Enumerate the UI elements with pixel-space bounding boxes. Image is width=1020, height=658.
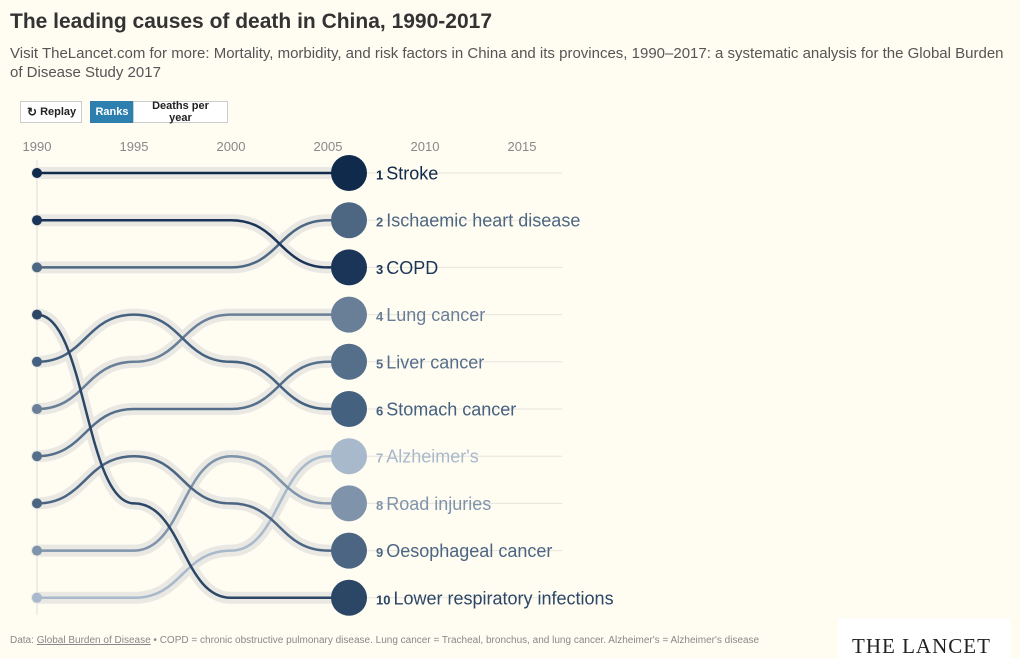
series-rank-number: 3 [376,262,383,277]
series-label: 10 Lower respiratory infections [376,588,614,608]
series-rank-number: 9 [376,545,383,560]
series-name: Ischaemic heart disease [386,211,580,231]
series-name: Stomach cancer [386,400,516,420]
series-end-point [331,485,367,522]
series-end-point [331,579,367,616]
series-name: Lower respiratory infections [393,588,613,608]
series-name: Alzheimer's [386,447,478,467]
series-name: Stroke [386,164,438,184]
series-label: 6 Stomach cancer [376,400,516,420]
series-label: 1 Stroke [376,164,438,184]
series-start-point [32,545,42,556]
series-start-point [32,215,42,226]
series-end-point [331,155,367,191]
series-line [35,454,343,552]
series-line [35,313,343,411]
x-tick-label: 1995 [120,139,149,154]
series-end-point [331,296,367,333]
series-start-point [32,309,42,320]
series-start-point [32,498,42,509]
x-tick-label: 2005 [314,139,343,154]
x-tick-label: 1990 [23,139,52,154]
ranks-toggle-button[interactable]: Ranks [90,101,134,123]
replay-icon: ↻ [27,105,38,119]
series-line [35,313,343,600]
footer-note: Data: Global Burden of Disease • COPD = … [10,635,759,646]
series-name: Road injuries [386,494,491,514]
series-label: 9 Oesophageal cancer [376,541,552,561]
series-name: Oesophageal cancer [386,541,552,561]
series-end-point [331,391,367,427]
series-end-point [331,343,367,380]
replay-button[interactable]: ↻ Replay [20,101,82,123]
footer-data-prefix: Data: [10,635,37,646]
source-link[interactable]: Global Burden of Disease [36,635,151,646]
series-rank-number: 6 [376,404,383,419]
series-rank-number: 10 [376,592,390,607]
series-line [35,313,343,411]
series-line [35,218,343,269]
x-tick-label: 2015 [508,139,537,154]
series-rank-number: 5 [376,356,383,371]
deaths-per-year-toggle-button[interactable]: Deaths per year [133,100,228,124]
footer-notes: • COPD = chronic obstructive pulmonary d… [150,635,760,646]
series-name: COPD [386,258,438,278]
series-rank-number: 2 [376,215,383,230]
series-end-point [331,249,367,286]
series-label: 5 Liver cancer [376,352,484,372]
bump-chart: 1990 1995 2000 2005 2010 2015 1 Stroke 2 Ischaemi… [23,139,614,616]
series-start-point [32,451,42,462]
series-line [35,218,343,269]
series-name: Liver cancer [386,352,484,372]
series-label: 3 COPD [376,258,438,278]
series-rank-number: 4 [376,309,384,324]
series-start-point [32,262,42,273]
series-label: 7 Alzheimer's [376,447,479,467]
series-start-point [32,356,42,367]
series-rank-number: 7 [376,451,383,466]
series-end-point [331,438,367,475]
x-tick-label: 2000 [217,139,246,154]
series-end-point [331,532,367,569]
series-name: Lung cancer [386,305,485,325]
series-label: 2 Ischaemic heart disease [376,211,580,231]
series-rank-number: 1 [376,168,383,183]
series-label: 8 Road injuries [376,494,491,514]
replay-label: Replay [40,106,77,118]
series-label: 4 Lung cancer [376,305,485,325]
x-tick-label: 2010 [411,139,440,154]
series-start-point [32,168,42,178]
series-line [35,454,343,552]
lancet-logo: THE LANCET [838,618,1010,658]
series-rank-number: 8 [376,498,383,513]
series-end-point [331,202,367,239]
series-start-point [32,404,42,414]
series-start-point [32,592,42,603]
page-title: The leading causes of death in China, 19… [10,10,492,33]
series-line [35,360,343,458]
page-subtitle: Visit TheLancet.com for more: Mortality,… [10,45,1004,81]
